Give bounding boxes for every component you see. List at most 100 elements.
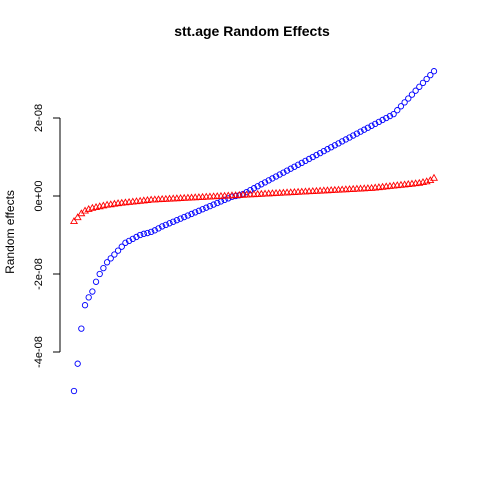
circle-point — [173, 217, 181, 224]
circle-point — [203, 204, 210, 211]
circle-point — [353, 130, 361, 137]
circle-point — [122, 239, 129, 246]
triangle-point — [73, 213, 82, 221]
circle-point — [364, 124, 372, 131]
circle-point — [379, 116, 386, 124]
circle-point — [199, 206, 206, 213]
circle-point — [125, 237, 133, 245]
circle-point — [214, 199, 221, 207]
circle-point — [136, 231, 144, 239]
triangle-point — [426, 176, 435, 184]
circle-point — [401, 99, 408, 106]
circle-point — [320, 147, 327, 155]
circle-point — [427, 71, 434, 79]
circle-point — [103, 259, 111, 266]
circle-point — [100, 264, 107, 272]
circle-point — [107, 255, 114, 262]
circle-point — [419, 79, 427, 87]
circle-point — [118, 243, 125, 250]
circle-point — [247, 186, 254, 194]
circle-point — [390, 110, 397, 118]
circle-point — [408, 91, 416, 98]
circle-point — [162, 221, 169, 229]
circle-point — [368, 122, 375, 129]
circle-point — [405, 95, 412, 102]
circle-point — [89, 288, 96, 295]
circle-point — [206, 202, 214, 210]
circle-point — [335, 140, 342, 147]
circle-point — [192, 209, 199, 216]
chart-title: stt.age Random Effects — [174, 23, 330, 39]
circle-point — [74, 360, 81, 367]
circle-point — [346, 134, 353, 141]
blue-circle-series — [70, 68, 438, 395]
y-tick-label: 0e+00 — [33, 181, 45, 212]
circle-point — [423, 75, 430, 83]
y-tick-label: 2e-08 — [33, 104, 45, 132]
circle-point — [324, 146, 331, 153]
circle-point — [85, 294, 92, 301]
circle-point — [129, 235, 136, 243]
circle-point — [383, 114, 390, 122]
circle-point — [276, 171, 283, 178]
circle-point — [309, 153, 316, 161]
circle-point — [412, 87, 419, 94]
circle-point — [397, 103, 405, 110]
circle-point — [147, 228, 155, 236]
circle-point — [70, 387, 78, 395]
circle-point — [339, 138, 346, 145]
circle-point — [313, 151, 320, 159]
circle-point — [181, 213, 188, 221]
circle-point — [327, 144, 335, 151]
circle-point — [155, 225, 162, 232]
circle-point — [151, 227, 158, 234]
circle-point — [361, 126, 368, 133]
y-axis: -4e-08 -2e-08 0e+00 2e-08 — [33, 104, 61, 368]
circle-point — [331, 142, 338, 149]
circle-point — [111, 251, 118, 258]
circle-point — [81, 302, 89, 309]
circle-point — [114, 247, 122, 254]
circle-point — [133, 233, 140, 241]
circle-point — [283, 167, 291, 174]
circle-point — [394, 107, 401, 114]
y-axis-label: Random effects — [3, 190, 17, 274]
circle-point — [92, 278, 100, 285]
red-triangle-series — [69, 173, 439, 225]
triangle-point — [69, 217, 79, 225]
circle-point — [280, 169, 287, 176]
circle-point — [372, 120, 379, 128]
circle-point — [430, 68, 438, 75]
circle-point — [342, 136, 349, 143]
circle-point — [170, 218, 177, 225]
circle-point — [375, 118, 383, 126]
circle-point — [221, 196, 228, 204]
circle-point — [159, 223, 166, 230]
circle-point — [305, 155, 313, 163]
circle-point — [195, 207, 203, 214]
triangle-point — [429, 173, 439, 181]
circle-point — [269, 175, 276, 182]
circle-point — [302, 157, 309, 165]
circle-point — [144, 229, 151, 237]
circle-point — [177, 215, 184, 222]
y-tick-label: -2e-08 — [33, 258, 45, 290]
circle-point — [357, 128, 364, 135]
circle-point — [350, 132, 357, 139]
y-tick-label: -4e-08 — [33, 336, 45, 368]
circle-point — [272, 173, 280, 180]
circle-point — [291, 163, 298, 170]
circle-point — [287, 165, 294, 172]
circle-point — [316, 149, 324, 157]
circle-point — [416, 83, 423, 90]
circle-point — [188, 210, 195, 218]
circle-point — [210, 201, 217, 208]
circle-point — [254, 183, 261, 190]
circle-point — [261, 179, 269, 186]
circle-point — [258, 181, 265, 188]
circle-point — [96, 270, 103, 278]
circle-point — [184, 212, 192, 219]
circle-point — [78, 325, 85, 332]
series-layer — [69, 68, 439, 395]
